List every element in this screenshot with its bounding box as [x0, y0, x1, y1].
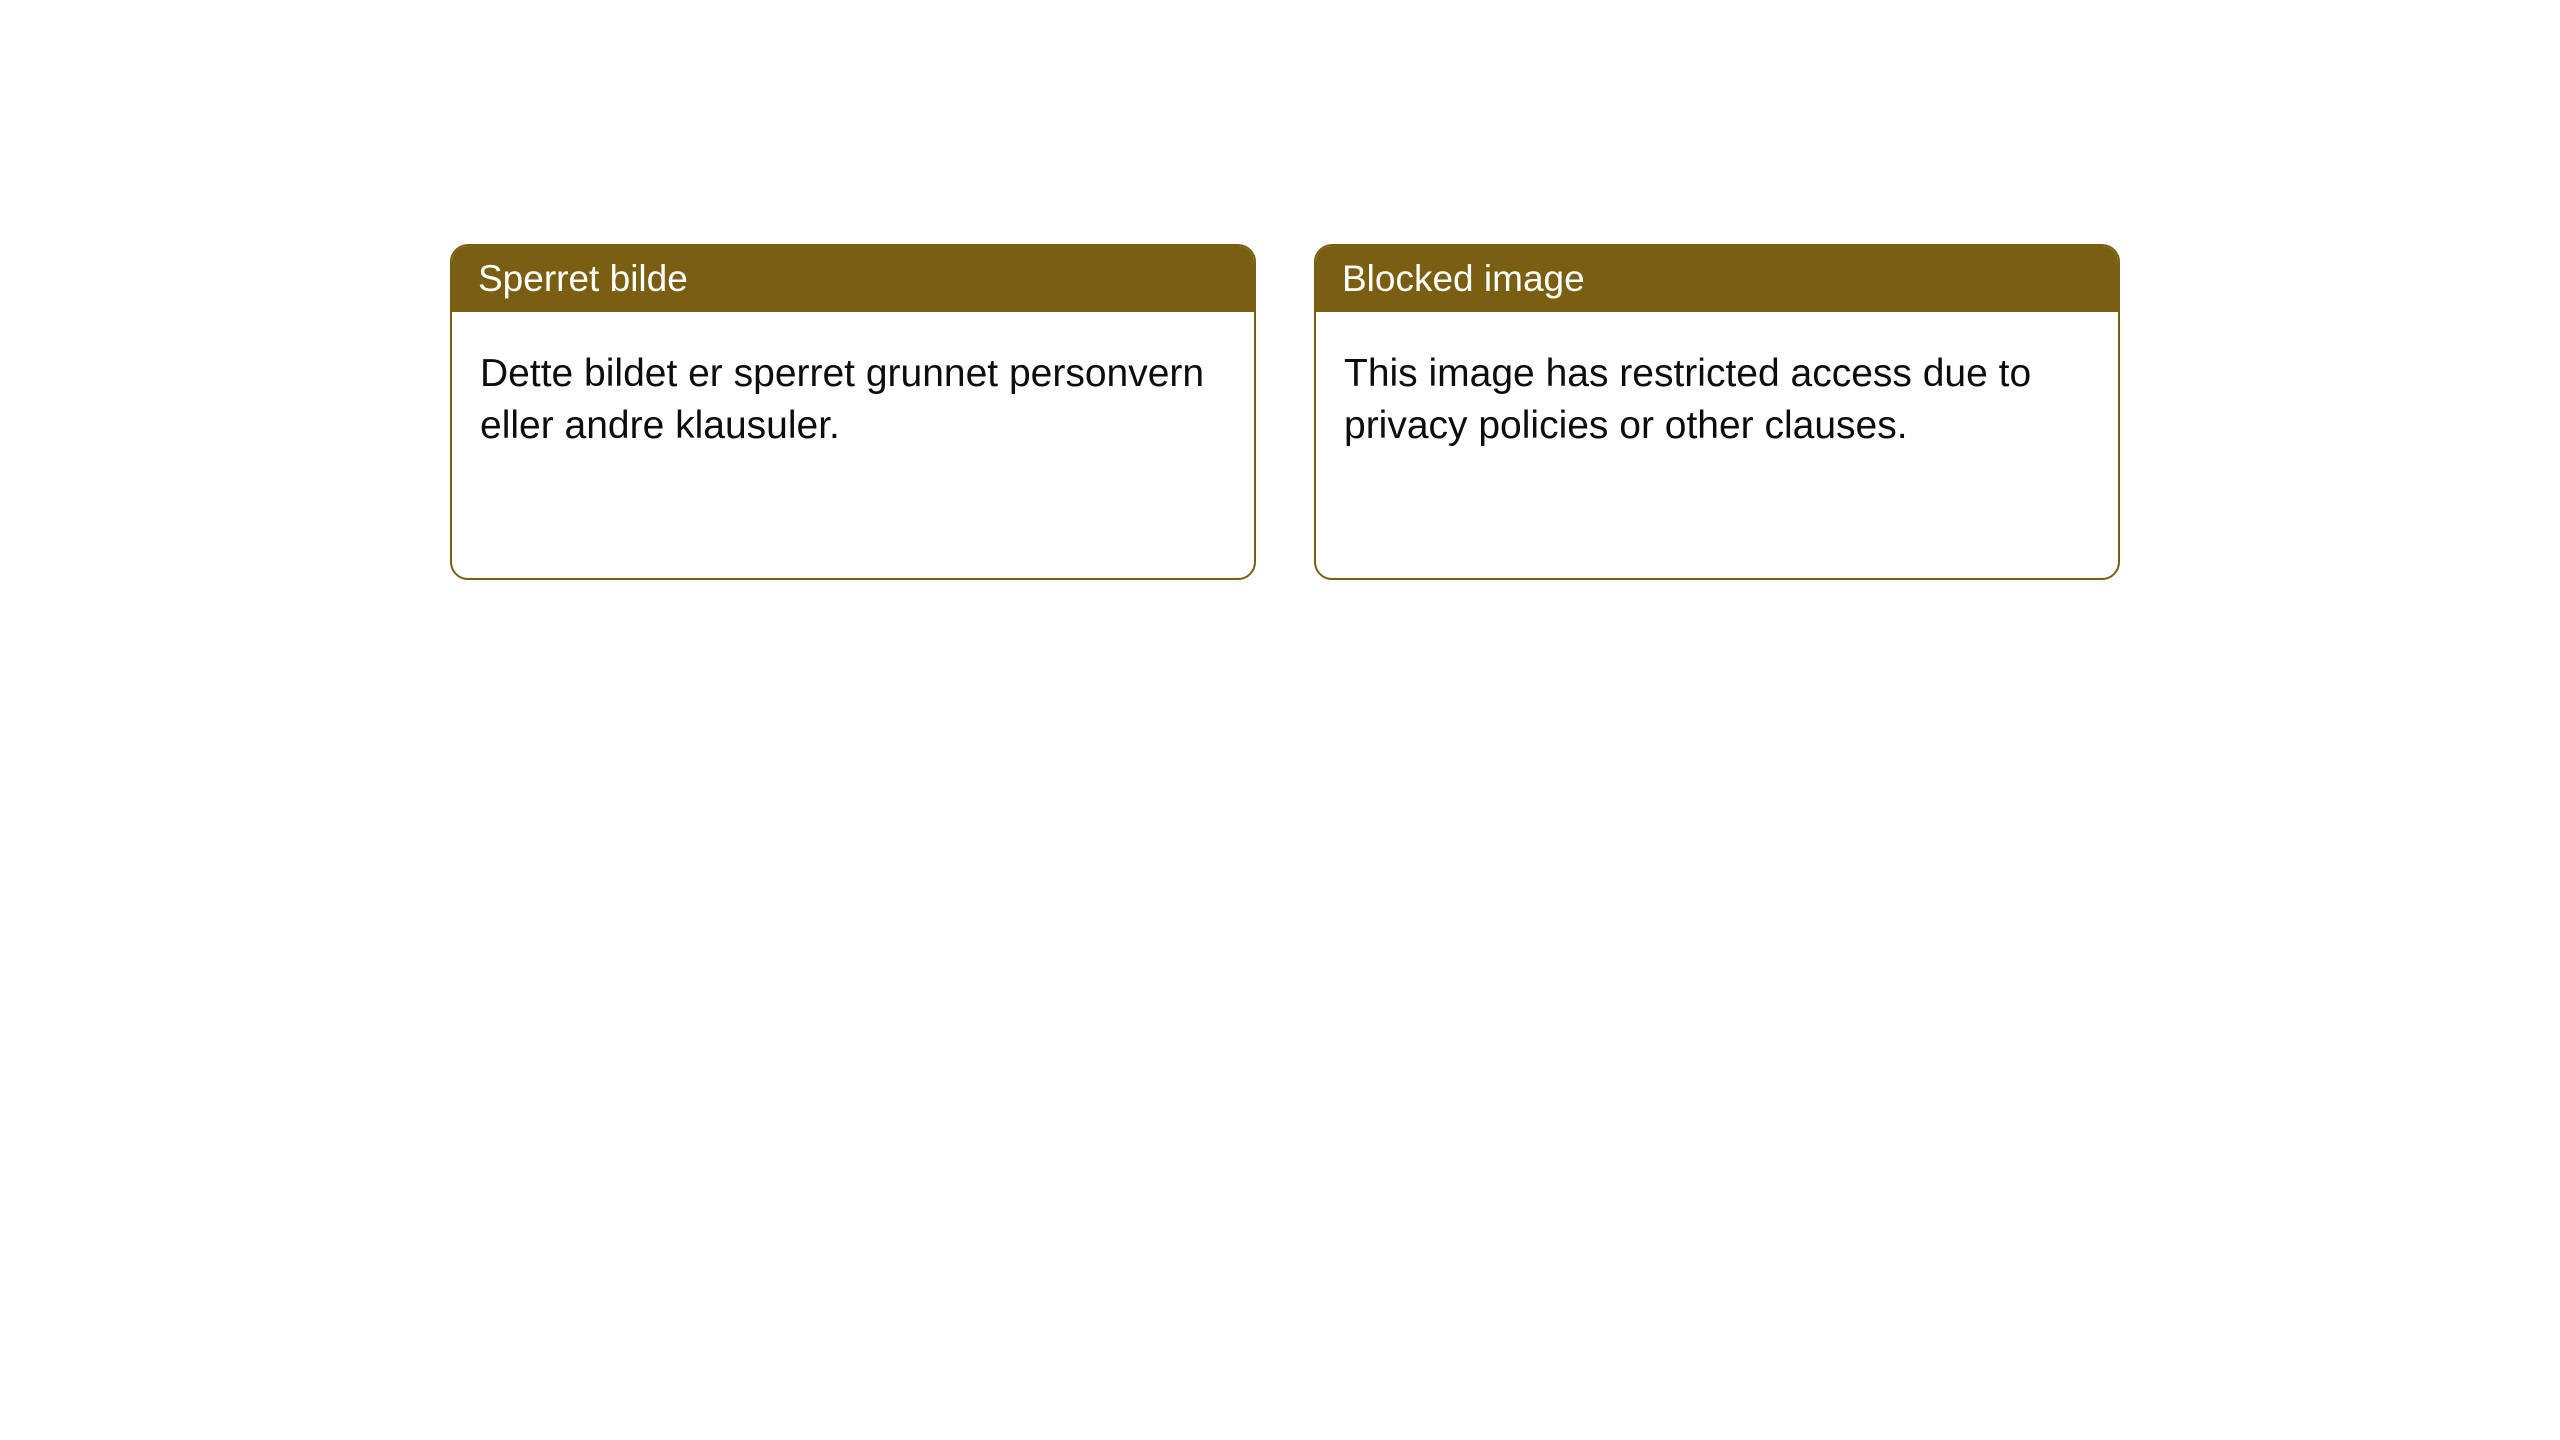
- card-title-no: Sperret bilde: [478, 258, 688, 299]
- card-text-no: Dette bildet er sperret grunnet personve…: [480, 352, 1204, 447]
- card-body-no: Dette bildet er sperret grunnet personve…: [452, 312, 1254, 488]
- card-header-en: Blocked image: [1316, 246, 2118, 312]
- card-text-en: This image has restricted access due to …: [1344, 352, 2031, 447]
- card-header-no: Sperret bilde: [452, 246, 1254, 312]
- notice-cards-container: Sperret bilde Dette bildet er sperret gr…: [450, 244, 2120, 580]
- blocked-image-card-en: Blocked image This image has restricted …: [1314, 244, 2120, 580]
- card-body-en: This image has restricted access due to …: [1316, 312, 2118, 488]
- blocked-image-card-no: Sperret bilde Dette bildet er sperret gr…: [450, 244, 1256, 580]
- card-title-en: Blocked image: [1342, 258, 1585, 299]
